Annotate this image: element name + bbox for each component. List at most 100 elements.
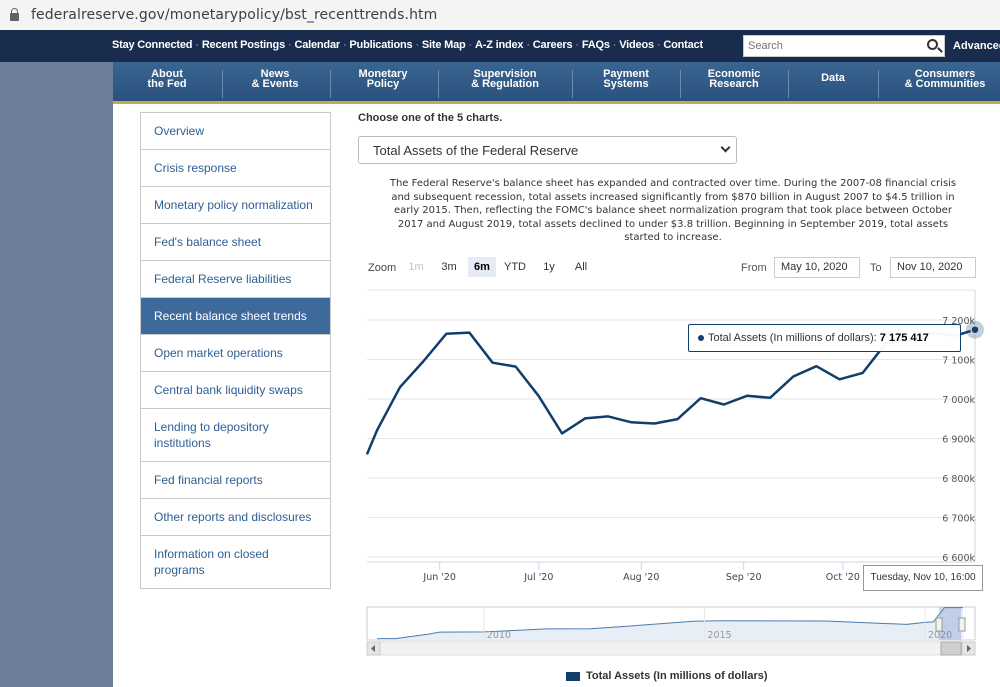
data-point[interactable] [444, 332, 448, 336]
nav-item-consumers-communities[interactable]: Consumers & Communities [895, 69, 995, 90]
data-point[interactable] [838, 377, 842, 381]
search-input[interactable] [744, 36, 914, 56]
chevron-down-icon [720, 142, 731, 153]
search-box[interactable] [743, 35, 945, 57]
data-point[interactable] [814, 364, 818, 368]
sidebar-item-recent-balance-sheet-trends[interactable]: Recent balance sheet trends [141, 298, 330, 335]
navigator-right-handle[interactable] [958, 617, 966, 632]
utility-link-videos[interactable]: Videos [619, 39, 654, 51]
series-dot-icon [698, 335, 704, 341]
nav-item-about-the-fed[interactable]: About the Fed [117, 69, 217, 90]
data-point[interactable] [676, 417, 680, 421]
sidebar-item-lending-to-depository-institutions[interactable]: Lending to depository institutions [141, 409, 330, 462]
data-point[interactable] [560, 431, 564, 435]
sidebar-item-other-reports-and-disclosures[interactable]: Other reports and disclosures [141, 499, 330, 536]
nav-item-economic-research[interactable]: Economic Research [684, 68, 784, 90]
utility-link-recent-postings[interactable]: Recent Postings [201, 39, 285, 51]
data-point[interactable] [791, 374, 795, 378]
sidebar-item-information-on-closed-programs[interactable]: Information on closed programs [141, 536, 330, 589]
zoom-button-ytd[interactable]: YTD [504, 261, 526, 273]
data-point[interactable] [583, 416, 587, 420]
nav-item-monetary-policy[interactable]: Monetary Policy [333, 68, 433, 90]
nav-divider [222, 70, 223, 98]
nav-divider [788, 70, 789, 98]
data-point[interactable] [514, 365, 518, 369]
nav-item-line1: Data [821, 72, 845, 84]
data-point[interactable] [768, 396, 772, 400]
sidebar-item-overview[interactable]: Overview [141, 113, 330, 150]
data-point[interactable] [421, 359, 425, 363]
zoom-button-1y[interactable]: 1y [543, 261, 555, 273]
data-point[interactable] [861, 371, 865, 375]
y-tick-label: 6 600k [942, 553, 975, 564]
zoom-button-3m[interactable]: 3m [441, 261, 457, 273]
data-point[interactable] [606, 414, 610, 418]
chart-select[interactable]: Total Assets of the Federal Reserve [358, 136, 737, 164]
utility-link-a-z-index[interactable]: A-Z index [475, 39, 524, 51]
nav-left-margin [0, 62, 113, 104]
chart-legend[interactable]: Total Assets (In millions of dollars) [566, 670, 768, 682]
data-point[interactable] [722, 403, 726, 407]
search-icon[interactable] [927, 39, 938, 50]
data-point[interactable] [699, 396, 703, 400]
navigator-scrollbar-thumb[interactable] [940, 641, 962, 656]
navigator-left-handle[interactable] [935, 617, 943, 632]
sidebar-item-federal-reserve-liabilities[interactable]: Federal Reserve liabilities [141, 261, 330, 298]
from-date-input[interactable]: May 10, 2020 [774, 257, 860, 278]
zoom-button-6m[interactable]: 6m [468, 257, 496, 277]
tooltip-series-label: Total Assets (In millions of dollars): [708, 332, 877, 344]
navigator-label: 2015 [707, 630, 731, 641]
utility-link-publications[interactable]: Publications [349, 39, 413, 51]
nav-item-line2: & Communities [904, 78, 986, 90]
utility-link-calendar[interactable]: Calendar [294, 39, 340, 51]
data-point[interactable] [467, 331, 471, 335]
sidebar-item-open-market-operations[interactable]: Open market operations [141, 335, 330, 372]
series-line-total-assets[interactable] [365, 328, 976, 455]
data-point[interactable] [398, 385, 402, 389]
sidebar-item-fed-financial-reports[interactable]: Fed financial reports [141, 462, 330, 499]
sidebar-item-central-bank-liquidity-swaps[interactable]: Central bank liquidity swaps [141, 372, 330, 409]
x-tick-label: Oct '20 [826, 572, 860, 583]
x-tick-label: Aug '20 [623, 572, 659, 583]
nav-item-news-events[interactable]: News & Events [225, 69, 325, 90]
to-date-input[interactable]: Nov 10, 2020 [890, 257, 976, 278]
utility-link-faqs[interactable]: FAQs [581, 39, 610, 51]
data-point[interactable] [365, 452, 369, 456]
utility-separator: · [612, 39, 617, 51]
data-point[interactable] [629, 420, 633, 424]
data-point[interactable] [745, 394, 749, 398]
navigator-label: 2020 [928, 630, 952, 641]
legend-swatch [566, 671, 580, 681]
sidebar-item-monetary-policy-normalization[interactable]: Monetary policy normalization [141, 187, 330, 224]
utility-link-contact[interactable]: Contact [663, 39, 703, 51]
nav-item-line1: Monetary [358, 68, 408, 80]
zoom-button-all[interactable]: All [574, 261, 588, 273]
nav-item-supervision-regulation[interactable]: Supervision & Regulation [455, 69, 555, 90]
x-tick-label: Jun '20 [422, 572, 456, 583]
lock-icon [10, 8, 19, 21]
data-point[interactable] [375, 429, 379, 433]
sidebar-item-fed-s-balance-sheet[interactable]: Fed's balance sheet [141, 224, 330, 261]
utility-link-stay-connected[interactable]: Stay Connected [112, 39, 193, 51]
navigator-selection[interactable] [939, 607, 961, 640]
data-point[interactable] [491, 361, 495, 365]
utility-link-careers[interactable]: Careers [532, 39, 573, 51]
y-tick-label: 7 100k [942, 356, 975, 367]
browser-address-bar[interactable]: federalreserve.gov/monetarypolicy/bst_re… [0, 0, 1000, 30]
nav-item-payment-systems[interactable]: Payment Systems [576, 69, 676, 90]
data-point[interactable] [537, 394, 541, 398]
navigator-scrollbar-track[interactable] [366, 641, 976, 656]
sidebar-nav: Overview Crisis response Monetary policy n… [140, 112, 331, 589]
scroll-left-arrow-icon [371, 645, 375, 652]
advanced-search-link[interactable]: Advanced [953, 40, 1000, 52]
nav-item-line1: Economic [707, 68, 761, 80]
utility-link-site-map[interactable]: Site Map [421, 39, 466, 51]
x-tick-label: Sep '20 [726, 572, 762, 583]
nav-divider [680, 70, 681, 98]
data-point[interactable] [652, 421, 656, 425]
chart-select-value: Total Assets of the Federal Reserve [373, 143, 579, 158]
hovered-point[interactable] [970, 324, 980, 335]
url-text[interactable]: federalreserve.gov/monetarypolicy/bst_re… [31, 7, 438, 23]
sidebar-item-crisis-response[interactable]: Crisis response [141, 150, 330, 187]
nav-item-data[interactable]: Data [783, 72, 883, 84]
